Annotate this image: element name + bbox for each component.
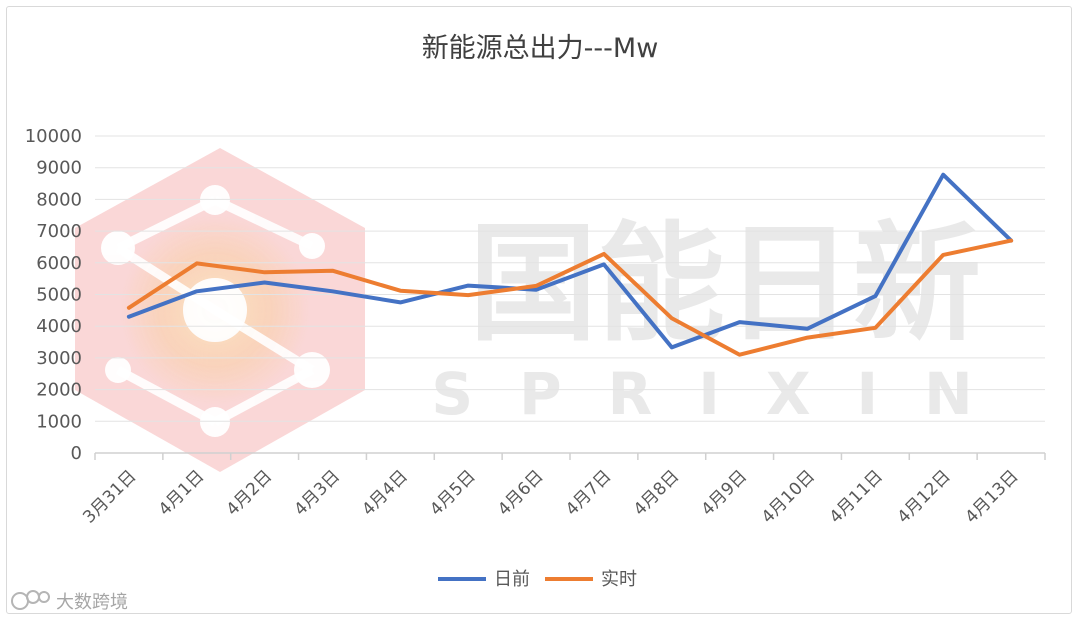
x-tick-label: 4月4日 <box>358 466 411 519</box>
credit-text: 大数跨境 <box>56 592 128 613</box>
watermark-subtext: SPRIXIN <box>431 360 1018 428</box>
x-tick-label: 4月2日 <box>223 466 276 519</box>
y-tick-label: 7000 <box>36 221 82 242</box>
chart-frame <box>6 6 1072 614</box>
x-tick-label: 4月5日 <box>426 466 479 519</box>
x-tick-label: 3月31日 <box>79 466 140 527</box>
y-tick-label: 9000 <box>36 158 82 179</box>
x-tick-label: 4月12日 <box>894 466 955 527</box>
credit-watermark: 大数跨境 <box>11 590 128 613</box>
series-line-0 <box>126 172 1014 350</box>
x-tick-label: 4月13日 <box>961 466 1022 527</box>
y-tick-label: 6000 <box>36 253 82 274</box>
legend: 日前 实时 <box>438 569 637 590</box>
x-tick-label: 4月8日 <box>630 466 683 519</box>
gridlines <box>95 135 1045 422</box>
x-tick-label: 4月1日 <box>155 466 208 519</box>
y-tick-label: 3000 <box>36 348 82 369</box>
y-tick-label: 2000 <box>36 380 82 401</box>
x-tick-label: 4月11日 <box>826 466 887 527</box>
x-axis-ticks: 3月31日 4月1日 4月2日 4月3日 4月4日 4月5日 4月6日 4月7日 4月8日 4月9… <box>79 466 1022 527</box>
x-axis <box>94 452 1046 460</box>
legend-label-1: 实时 <box>601 569 637 590</box>
series-lines <box>126 172 1014 357</box>
credit-logo-icon <box>11 592 29 610</box>
y-tick-label: 4000 <box>36 316 82 337</box>
x-tick-label: 4月6日 <box>494 466 547 519</box>
x-tick-label: 4月7日 <box>562 466 615 519</box>
x-tick-label: 4月3日 <box>291 466 344 519</box>
chart-title: 新能源总出力---Mw <box>422 33 659 64</box>
watermark-logo <box>75 148 365 472</box>
series-line-1 <box>126 238 1014 357</box>
x-tick-label: 4月9日 <box>698 466 751 519</box>
legend-label-0: 日前 <box>494 569 530 590</box>
y-tick-label: 8000 <box>36 189 82 210</box>
y-tick-label: 10000 <box>25 126 82 147</box>
y-tick-label: 0 <box>71 443 82 464</box>
y-axis-ticks: 0 1000 2000 3000 4000 5000 6000 7000 8000 9000 100… <box>25 126 82 464</box>
x-tick-label: 4月10日 <box>758 466 819 527</box>
y-tick-label: 1000 <box>36 411 82 432</box>
y-tick-label: 5000 <box>36 285 82 306</box>
